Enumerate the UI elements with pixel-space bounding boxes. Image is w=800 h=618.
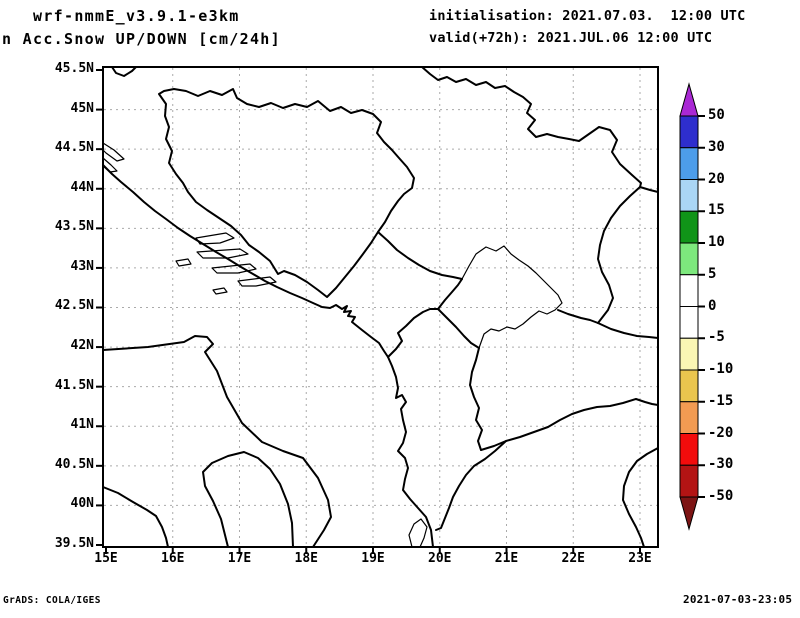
macedonia-albania-border — [469, 347, 483, 451]
colorbar-label-10: 10 — [708, 234, 725, 250]
colorbar-label--20: -20 — [708, 424, 734, 441]
kosovo-border — [461, 245, 563, 349]
island-vis — [175, 258, 192, 267]
colorbar-label-50: 50 — [708, 107, 725, 123]
lon-label-18E: 18E — [294, 551, 318, 566]
lon-label-23E: 23E — [628, 551, 652, 566]
dalmatian-islands — [102, 142, 428, 548]
initialisation-time: initialisation: 2021.07.03. 12:00 UTC — [429, 8, 746, 24]
italy-west-coast — [102, 486, 169, 548]
albania-greece-border — [435, 440, 507, 531]
colorbar-segment-4 — [679, 242, 699, 276]
lat-label-44N: 44N — [70, 179, 94, 195]
variable-title: n Acc.Snow UP/DOWN [cm/24h] — [2, 30, 281, 48]
lon-label-17E: 17E — [227, 551, 252, 566]
lat-label-41.5N: 41.5N — [54, 377, 94, 393]
island-pag — [102, 142, 125, 162]
serbia-danube-border — [421, 66, 659, 193]
colorbar-label--15: -15 — [708, 392, 734, 409]
grads-credit: GrADS: COLA/IGES — [3, 595, 101, 606]
lon-label-22E: 22E — [561, 551, 585, 566]
colorbar-label-20: 20 — [708, 170, 725, 187]
colorbar-label--10: -10 — [708, 361, 734, 377]
lon-label-19E: 19E — [361, 551, 385, 566]
lat-label-43.5N: 43.5N — [54, 219, 94, 235]
serbia-macedonia-border — [557, 309, 599, 324]
island-hvar — [196, 248, 249, 259]
lat-label-40N: 40N — [70, 496, 94, 512]
colorbar-label-15: 15 — [708, 202, 725, 219]
colorbar-segment-8 — [679, 369, 699, 403]
colorbar-segment-6 — [679, 306, 699, 339]
colorbar-label-5: 5 — [708, 265, 717, 282]
greece-bulgaria-border — [622, 447, 659, 548]
lat-label-42N: 42N — [70, 338, 94, 354]
montenegro-albania-border — [387, 308, 439, 358]
adriatic-east-coast — [102, 164, 434, 548]
lat-label-39.5N: 39.5N — [54, 535, 94, 551]
colorbar-segment-3 — [679, 210, 699, 244]
island-pag-south — [102, 157, 118, 173]
colorbar-arrow-under-icon — [679, 496, 699, 531]
macedonia-greece-border — [480, 398, 659, 451]
colorbar-segment-5 — [679, 274, 699, 307]
lon-label-20E: 20E — [428, 551, 452, 566]
bulgaria-macedonia-border — [597, 322, 659, 339]
valid-time: valid(+72h): 2021.JUL.06 12:00 UTC — [429, 30, 713, 46]
lon-label-16E: 16E — [161, 551, 185, 566]
lat-label-43N: 43N — [70, 258, 94, 274]
colorbar-label-30: 30 — [708, 138, 725, 155]
bosnia-border — [158, 88, 415, 298]
island-korcula — [211, 263, 257, 274]
lat-label-40.5N: 40.5N — [54, 456, 94, 472]
colorbar-segment-2 — [679, 179, 699, 212]
colorbar-segment-9 — [679, 401, 699, 434]
lat-label-41N: 41N — [70, 417, 94, 433]
coastlines-borders — [102, 66, 659, 548]
model-title: wrf-nmmE_v3.9.1-e3km — [33, 7, 240, 25]
island-mljet — [237, 276, 277, 287]
lon-label-21E: 21E — [494, 551, 519, 566]
colorbar-segment-0 — [679, 115, 699, 149]
lat-label-42.5N: 42.5N — [54, 298, 94, 314]
island-corfu — [408, 518, 428, 548]
lat-label-44.5N: 44.5N — [54, 140, 94, 156]
colorbar-label--50: -50 — [708, 488, 734, 504]
creation-timestamp: 2021-07-03-23:05 — [683, 593, 793, 606]
colorbar-label--5: -5 — [708, 329, 725, 346]
lat-label-45N: 45N — [70, 100, 94, 116]
kvarner-coast-arc — [111, 66, 137, 77]
colorbar-arrow-over-icon — [679, 82, 699, 117]
colorbar-segment-7 — [679, 337, 699, 371]
southwest-balkan-borders — [377, 231, 659, 531]
italy-taranto-gulf-coast — [202, 451, 294, 548]
italy-adriatic-coast — [102, 335, 332, 548]
island-brac — [195, 232, 235, 245]
albania-kosovo-border — [437, 308, 480, 349]
island-lastovo — [212, 287, 228, 295]
axis-ticks — [96, 69, 641, 554]
colorbar-segment-10 — [679, 433, 699, 466]
lat-label-45.5N: 45.5N — [54, 61, 94, 76]
colorbar-label-0: 0 — [708, 297, 717, 314]
colorbar-label--30: -30 — [708, 456, 734, 473]
colorbar — [679, 82, 705, 531]
serbia-bulgaria-border — [597, 186, 641, 324]
colorbar-segment-1 — [679, 147, 699, 180]
lon-label-15E: 15E — [94, 551, 118, 566]
montenegro-serbia-border — [377, 231, 463, 280]
colorbar-segment-11 — [679, 464, 699, 498]
montenegro-kosovo-border — [437, 278, 463, 310]
